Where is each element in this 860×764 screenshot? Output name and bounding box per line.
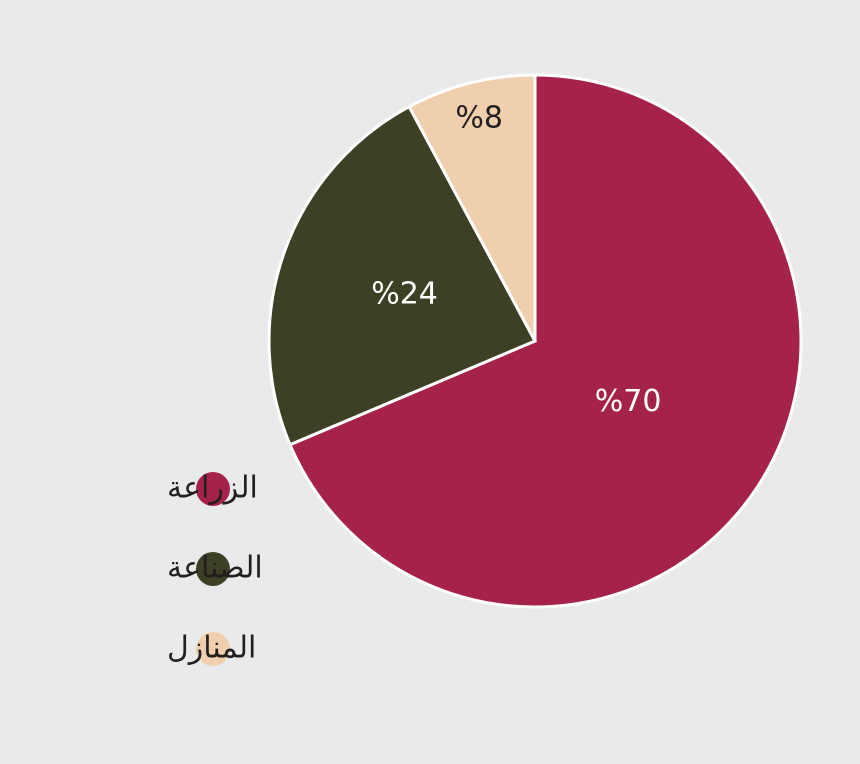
pie-slice: [288, 73, 803, 609]
legend-swatch: [196, 472, 230, 506]
pie-slice: [267, 104, 538, 447]
pie-slice: [407, 73, 537, 342]
slice-label: %8: [455, 101, 503, 136]
legend-label: الزراعة: [167, 471, 258, 506]
slice-label: %70: [595, 384, 662, 419]
slice-label: %24: [371, 277, 438, 312]
legend-label: الصناعة: [167, 551, 263, 586]
legend-swatch: [196, 632, 230, 666]
legend-swatch: [196, 552, 230, 586]
legend-label: المنازل: [167, 631, 256, 666]
